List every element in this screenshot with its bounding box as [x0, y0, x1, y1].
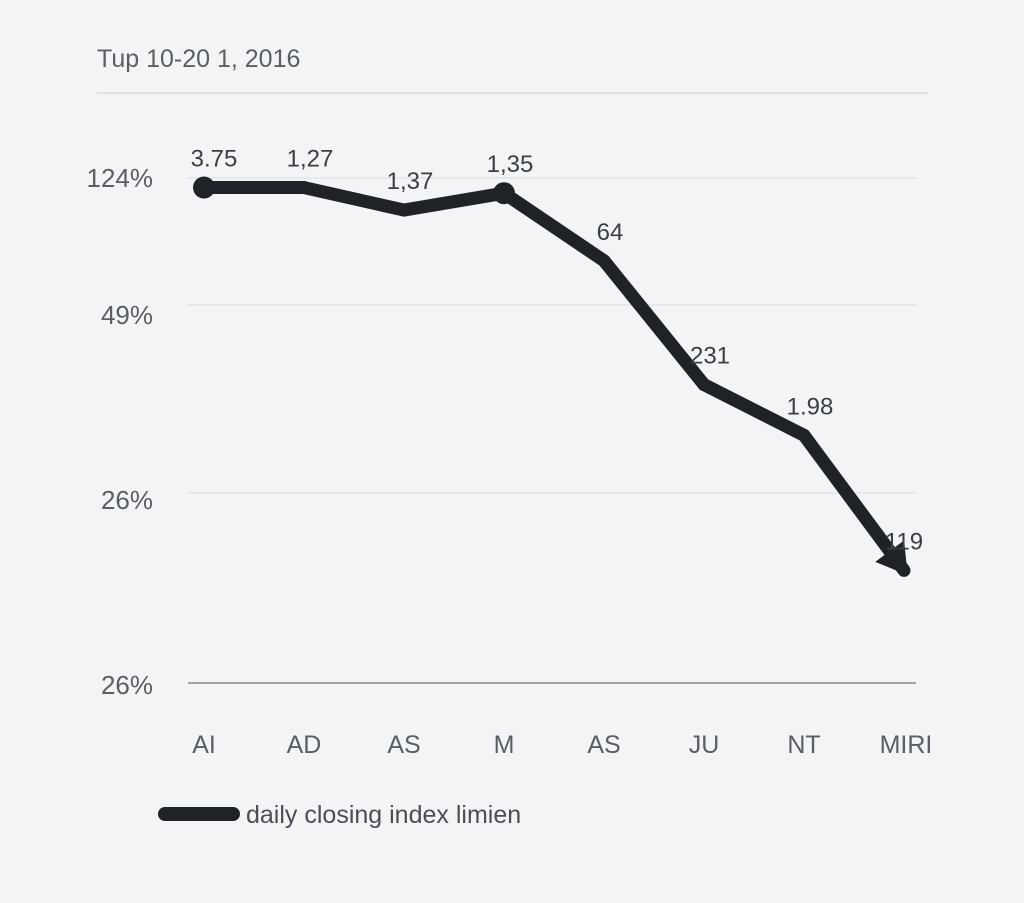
data-point: [493, 182, 515, 205]
y-tick-label: 49%: [101, 300, 153, 330]
legend: daily closing index limien: [158, 801, 521, 829]
data-label: 1.98: [787, 393, 834, 420]
x-tick-label: AS: [587, 731, 620, 759]
y-tick-label: 26%: [101, 485, 153, 515]
x-axis-ticks: AI AD AS M AS JU NT MIRI: [192, 731, 932, 759]
data-point: [297, 181, 311, 195]
data-point: [697, 378, 711, 392]
data-point: [193, 176, 215, 199]
x-tick-label: AS: [387, 731, 420, 759]
chart-title: Tup 10-20 1, 2016: [97, 45, 300, 73]
x-tick-label: M: [494, 731, 515, 759]
data-label: 1,27: [287, 146, 334, 173]
data-label: 64: [597, 219, 624, 246]
series-line: [197, 181, 911, 577]
x-tick-label: NT: [787, 731, 820, 759]
x-tick-label: MIRI: [880, 731, 933, 759]
data-label: 1,37: [387, 168, 434, 195]
data-label: 3.75: [191, 146, 238, 173]
legend-label: daily closing index limien: [246, 801, 521, 829]
data-point: [397, 203, 411, 217]
y-axis-ticks: 124% 49% 26% 26%: [87, 163, 154, 700]
data-label: 119: [885, 528, 923, 555]
y-tick-label: 124%: [87, 163, 154, 193]
x-tick-label: JU: [689, 731, 720, 759]
x-tick-label: AI: [192, 731, 216, 759]
data-label: 1,35: [487, 151, 534, 178]
x-tick-label: AD: [287, 731, 322, 759]
data-label: 231: [690, 343, 730, 370]
gridlines: [188, 177, 916, 494]
data-labels: 3.75 1,27 1,37 1,35 64 231 1.98 119: [191, 146, 923, 556]
end-arrow-marker: [875, 540, 908, 576]
data-point: [597, 254, 611, 268]
y-tick-label: 26%: [101, 670, 153, 700]
series-group: [193, 176, 911, 577]
data-point: [797, 428, 811, 442]
